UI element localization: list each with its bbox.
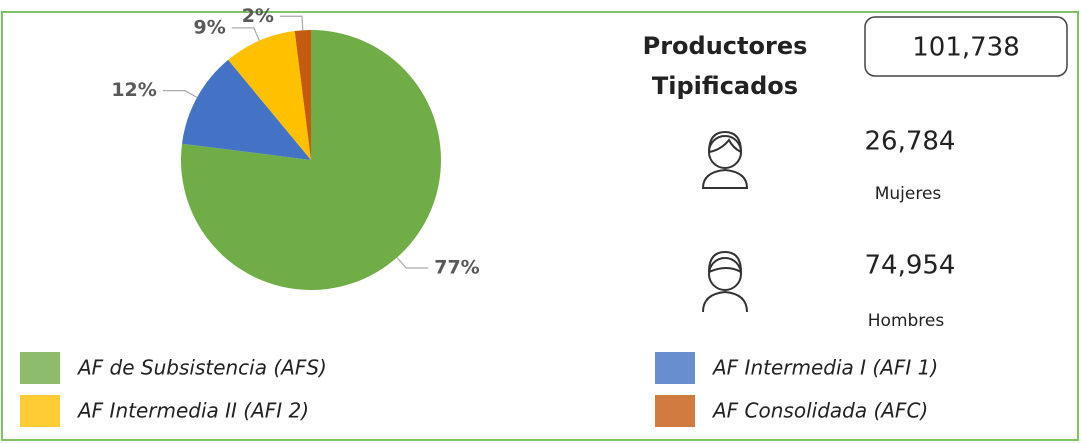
legend-swatch [20, 352, 60, 384]
man-icon [702, 250, 748, 313]
data-label: 9% [194, 16, 226, 38]
woman-icon [701, 130, 749, 189]
data-label: 2% [242, 5, 274, 27]
data-label: 12% [111, 79, 156, 101]
men-label: Hombres [868, 311, 945, 331]
frame [1, 11, 1079, 441]
leader-line [231, 27, 260, 41]
leader-line [396, 257, 429, 269]
legend-label: AF Intermedia II (AFI 2) [76, 399, 309, 423]
legend-swatch [20, 395, 60, 427]
women-label: Mujeres [875, 184, 942, 204]
total-box [864, 16, 1068, 77]
legend-label: AF Consolidada (AFC) [711, 399, 928, 423]
leader-line [279, 15, 304, 31]
pie-slice [294, 30, 311, 160]
legend-swatch [655, 395, 695, 427]
pie-slice [182, 59, 311, 160]
legend-label: AF de Subsistencia (AFS) [76, 356, 327, 380]
men-value: 74,954 [865, 251, 956, 281]
pie-slice [228, 31, 311, 161]
summary-title: Productores Tipificados [642, 32, 808, 100]
total-value: 101,738 [912, 33, 1020, 63]
legend-swatch [655, 352, 695, 384]
women-value: 26,784 [865, 127, 956, 157]
leader-line [162, 90, 198, 98]
legend-label: AF Intermedia I (AFI 1) [711, 356, 938, 380]
data-label: 77% [434, 257, 479, 279]
